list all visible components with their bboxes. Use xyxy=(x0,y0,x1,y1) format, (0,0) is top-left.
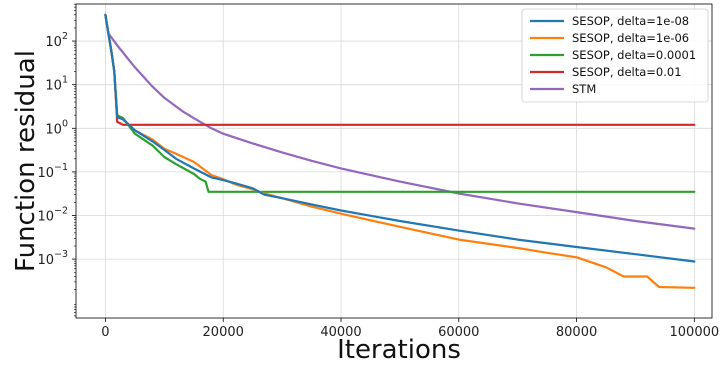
y-tick-base: 10 xyxy=(45,79,62,94)
y-tick-label: 10−2 xyxy=(37,206,68,225)
y-tick-label: 100 xyxy=(45,118,68,137)
y-tick-exponent: 2 xyxy=(62,31,68,42)
y-tick-base: 10 xyxy=(37,253,54,268)
legend-label: SESOP, delta=0.01 xyxy=(572,65,682,79)
x-tick-label: 40000 xyxy=(320,325,361,340)
x-tick-label: 60000 xyxy=(438,325,479,340)
y-tick-base: 10 xyxy=(37,166,54,181)
y-tick-base: 10 xyxy=(45,35,62,50)
x-tick-label: 80000 xyxy=(556,325,597,340)
y-tick-label: 10−3 xyxy=(37,249,68,268)
x-tick-label: 0 xyxy=(101,325,109,340)
legend-label: SESOP, delta=1e-06 xyxy=(572,31,689,45)
series-line-0 xyxy=(104,13,696,263)
y-axis-title: Function residual xyxy=(11,50,41,272)
legend-label: STM xyxy=(572,82,596,96)
legend-label: SESOP, delta=1e-08 xyxy=(572,14,689,28)
plot-frame xyxy=(75,3,713,319)
y-tick-exponent: −1 xyxy=(54,162,68,173)
y-tick-base: 10 xyxy=(45,122,62,137)
y-tick-label: 101 xyxy=(45,75,68,94)
x-axis-ticks: 0 20000 40000 60000 80000 100000 xyxy=(101,318,719,340)
y-tick-exponent: −3 xyxy=(54,249,68,260)
y-tick-exponent: 1 xyxy=(62,75,68,86)
x-tick-label: 100000 xyxy=(670,325,720,340)
legend-label: SESOP, delta=0.0001 xyxy=(572,48,696,62)
series-line-4 xyxy=(104,13,696,230)
x-axis-title: Iterations xyxy=(337,335,461,365)
y-tick-exponent: −2 xyxy=(54,206,68,217)
legend-box xyxy=(521,8,709,103)
y-tick-label: 102 xyxy=(45,31,68,50)
x-tick-label: 20000 xyxy=(203,325,244,340)
series-layer xyxy=(104,13,696,289)
y-tick-label: 10−1 xyxy=(37,162,68,181)
y-tick-base: 10 xyxy=(37,210,54,225)
y-tick-exponent: 0 xyxy=(62,118,68,129)
legend: SESOP, delta=1e-08 SESOP, delta=1e-06 SESO… xyxy=(521,8,709,103)
